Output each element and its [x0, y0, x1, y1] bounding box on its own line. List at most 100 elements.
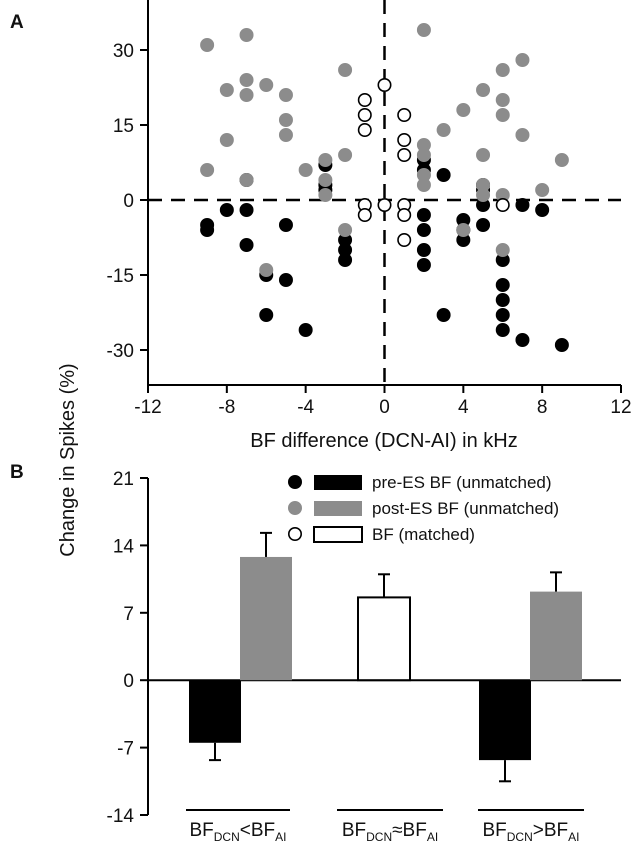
data-point [200, 37, 215, 52]
bar-panel: -14 -7 0 7 14 21 pre-ES BF (unmatched) post-ES… [107, 469, 621, 844]
data-point [357, 93, 372, 108]
data-point [476, 83, 491, 98]
data-point [397, 208, 412, 223]
scatter-panel: -30 -15 0 15 30 -12 -8 -4 0 4 8 12 BF difference (D… [107, 0, 632, 452]
legend-marker [287, 500, 302, 515]
legend-label: BF (matched) [372, 525, 475, 544]
data-point [397, 233, 412, 248]
legend-swatch [313, 526, 363, 543]
x-axis-title: BF difference (DCN-AI) in kHz [250, 430, 517, 452]
y-tick-label: 0 [123, 671, 134, 692]
panel-b-letter: B [10, 462, 24, 483]
data-point [318, 173, 333, 188]
legend-marker [287, 474, 302, 489]
data-point [219, 83, 234, 98]
bar [357, 596, 411, 682]
y-tick-label: 14 [113, 536, 135, 557]
group-labels: BFDCN<BFAI BFDCN≈BFAI BFDCN>BFAI [186, 809, 584, 844]
data-point [476, 218, 491, 233]
group-label: BFDCN<BFAI [189, 820, 286, 844]
legend-swatch [314, 475, 362, 490]
data-point [239, 173, 254, 188]
x-tick-label: -12 [134, 397, 161, 418]
data-point [495, 292, 510, 307]
data-point [200, 223, 215, 238]
y-tick-label: -14 [107, 806, 135, 827]
data-point [239, 73, 254, 88]
y-tick-label: 30 [113, 41, 134, 62]
data-point [278, 113, 293, 128]
data-point [416, 208, 431, 223]
data-point [397, 133, 412, 148]
data-point [515, 52, 530, 67]
group-label: BFDCN>BFAI [482, 820, 579, 844]
data-point [298, 322, 313, 337]
scatter-points [200, 22, 569, 352]
bars [189, 531, 582, 783]
data-point [436, 123, 451, 138]
data-point [200, 163, 215, 178]
data-point [535, 183, 550, 198]
data-point [318, 153, 333, 168]
data-point [219, 133, 234, 148]
x-tick-label: 12 [610, 397, 631, 418]
y-axis-title: Change in Spikes (%) [57, 363, 79, 556]
data-point [535, 203, 550, 218]
y-tick-label: -7 [117, 739, 134, 760]
data-point [495, 108, 510, 123]
data-point [416, 22, 431, 37]
data-point [495, 243, 510, 258]
data-point [239, 88, 254, 103]
data-point [495, 277, 510, 292]
data-point [515, 198, 530, 213]
x-tick-label: -8 [218, 397, 235, 418]
data-point [278, 128, 293, 143]
data-point [397, 108, 412, 123]
legend-label: post-ES BF (unmatched) [372, 499, 559, 518]
data-point [377, 198, 392, 213]
x-tick-label: 0 [379, 397, 390, 418]
y-tick-label: 21 [113, 469, 134, 490]
data-point [357, 108, 372, 123]
data-point [456, 103, 471, 118]
data-point [239, 27, 254, 42]
data-point [476, 148, 491, 163]
data-point [239, 238, 254, 253]
data-point [377, 78, 392, 93]
data-point [397, 148, 412, 163]
data-point [416, 148, 431, 163]
group-label: BFDCN≈BFAI [342, 820, 438, 844]
data-point [259, 307, 274, 322]
data-point [416, 243, 431, 258]
data-point [554, 153, 569, 168]
data-point [338, 223, 353, 238]
data-point [495, 62, 510, 77]
y-tick-label: -30 [107, 341, 134, 362]
data-point [416, 223, 431, 238]
y-tick-label: 0 [123, 191, 134, 212]
data-point [259, 78, 274, 93]
data-point [416, 178, 431, 193]
reference-lines [148, 0, 621, 385]
x-tick-label: 8 [537, 397, 548, 418]
legend-swatch [314, 501, 362, 516]
data-point [495, 322, 510, 337]
data-point [436, 168, 451, 183]
bar [189, 680, 241, 743]
legend-marker [287, 526, 302, 541]
data-point [318, 188, 333, 203]
data-point [554, 337, 569, 352]
y-tick-label: 7 [123, 604, 134, 625]
y-tick-label: 15 [113, 116, 134, 137]
y-tick-label: -15 [107, 266, 134, 287]
data-point [259, 262, 274, 277]
bar [479, 680, 531, 761]
data-point [219, 203, 234, 218]
data-point [495, 198, 510, 213]
legend-label: pre-ES BF (unmatched) [372, 473, 552, 492]
data-point [338, 62, 353, 77]
bar [530, 591, 582, 681]
data-point [338, 253, 353, 268]
data-point [278, 272, 293, 287]
